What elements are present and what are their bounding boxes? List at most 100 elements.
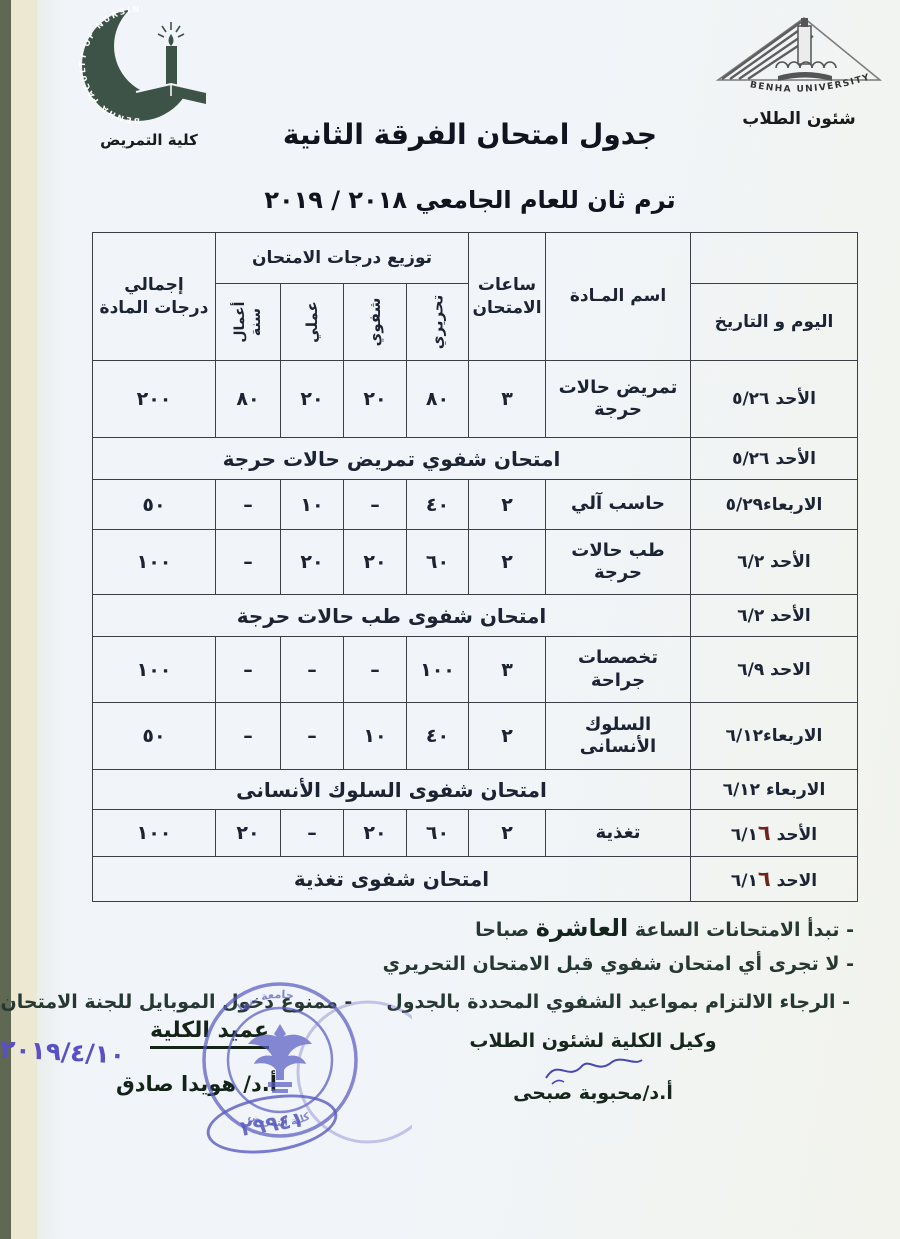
cell-oral-exam-note: امتحان شفوى طب حالات حرجة xyxy=(92,594,691,637)
cell-total: ٥٠ xyxy=(92,702,216,770)
table-row-oral-span: الاربعاء ٦/١٢ امتحان شفوى السلوك الأنسان… xyxy=(92,769,858,810)
cell-subject: السلوك الأنسانى xyxy=(545,702,691,770)
note-no-oral-before-written: - لا تجرى أي امتحان شفوي قبل الامتحان ال… xyxy=(382,953,854,975)
nursing-logo-caption: كلية التمريض xyxy=(100,131,198,149)
cell-oral: – xyxy=(343,479,407,530)
table-row-oral-span: الأحد ٥/٢٦ امتحان شفوي تمريض حالات حرجة xyxy=(92,437,858,480)
cell-written: ٨٠ xyxy=(406,360,469,438)
table-row: الاربعاء٥/٢٩ حاسب آلي ٢ ٤٠ – ١٠ – ٥٠ xyxy=(92,479,858,530)
cell-written: ٦٠ xyxy=(406,529,469,595)
table-row: الأحد ٦/١٦ تغذية ٢ ٦٠ ٢٠ – ٢٠ ١٠٠ xyxy=(92,809,858,857)
table-row-oral-span: الأحد ٦/٢ امتحان شفوى طب حالات حرجة xyxy=(92,594,858,637)
cell-hours: ٢ xyxy=(468,529,546,595)
cell-oral-exam-note: امتحان شفوي تمريض حالات حرجة xyxy=(92,437,691,480)
cell-yearwork: ٨٠ xyxy=(215,360,281,438)
page-subtitle: ترم ثان للعام الجامعي ٢٠١٨ / ٢٠١٩ xyxy=(264,186,676,214)
cell-practical: – xyxy=(280,636,344,703)
cell-written: ١٠٠ xyxy=(406,636,469,703)
table-row-oral-span: الاحد ٦/١٦ امتحان شفوى تغذية xyxy=(92,856,858,902)
nursing-faculty-logo: BENHA FACULTY OF NURSING كلية التمريض xyxy=(56,0,238,149)
cell-date: الأحد ٥/٢٦ xyxy=(690,437,858,480)
cell-date: الأحد ٥/٢٦ xyxy=(690,360,858,438)
header-practical: عملي xyxy=(280,283,344,361)
page-title: جدول امتحان الفرقة الثانية xyxy=(282,118,658,151)
cell-hours: ٣ xyxy=(468,636,546,703)
cell-oral-exam-note: امتحان شفوى السلوك الأنسانى xyxy=(92,769,691,810)
cell-hours: ٣ xyxy=(468,360,546,438)
cell-date: الاربعاء٥/٢٩ xyxy=(690,479,858,530)
cell-oral-exam-note: امتحان شفوى تغذية xyxy=(92,856,691,902)
cell-total: ١٠٠ xyxy=(92,636,216,703)
header-oral: شفوي xyxy=(343,283,407,361)
cell-subject: طب حالات حرجة xyxy=(545,529,691,595)
university-logo: BENHA UNIVERSITY شئون الطلاب xyxy=(706,10,892,129)
header-total: إجمالي درجات المادة xyxy=(92,232,216,361)
cell-subject: تمريض حالات حرجة xyxy=(545,360,691,438)
cell-subject: تغذية xyxy=(545,809,691,857)
cell-oral: ٢٠ xyxy=(343,809,407,857)
handwritten-date-correction: ٦ xyxy=(757,867,771,891)
cell-oral: – xyxy=(343,636,407,703)
cell-yearwork: – xyxy=(215,479,281,530)
cell-subject: حاسب آلي xyxy=(545,479,691,530)
header-empty-cell xyxy=(690,232,858,284)
cell-practical: – xyxy=(280,809,344,857)
cell-yearwork: ٢٠ xyxy=(215,809,281,857)
student-affairs-caption: شئون الطلاب xyxy=(742,109,856,129)
dean-name: أ.د/ هويدا صادق xyxy=(116,1072,277,1096)
note-exam-start-time: - تبدأ الامتحانات الساعة العاشرة صباحا xyxy=(475,914,854,942)
cell-date: الاربعاء ٦/١٢ xyxy=(690,769,858,810)
header-marks-distribution: توزيع درجات الامتحان xyxy=(215,232,469,284)
cell-hours: ٢ xyxy=(468,702,546,770)
cell-yearwork: – xyxy=(215,702,281,770)
vice-dean-name: أ.د/محبوبة صبحى xyxy=(513,1082,673,1104)
table-row: الأحد ٦/٢ طب حالات حرجة ٢ ٦٠ ٢٠ ٢٠ – ١٠٠ xyxy=(92,529,858,595)
cell-practical: ١٠ xyxy=(280,479,344,530)
note-oral-times-and-mobile: - الرجاء الالتزام بمواعيد الشفوي المحددة… xyxy=(0,991,850,1013)
scan-edge-fade xyxy=(37,0,67,1239)
cell-practical: – xyxy=(280,702,344,770)
cell-date: الاربعاء٦/١٢ xyxy=(690,702,858,770)
cell-date: الأحد ٦/١٦ xyxy=(690,809,858,857)
cell-date: الأحد ٦/٢ xyxy=(690,594,858,637)
cell-date: الأحد ٦/٢ xyxy=(690,529,858,595)
header-hours: ساعات الامتحان xyxy=(468,232,546,361)
table-row: الاحد ٦/٩ تخصصات جراحة ٣ ١٠٠ – – – ١٠٠ xyxy=(92,636,858,703)
vice-dean-title: وكيل الكلية لشئون الطلاب xyxy=(469,1030,717,1052)
table-row: الأحد ٥/٢٦ تمريض حالات حرجة ٣ ٨٠ ٢٠ ٢٠ ٨… xyxy=(92,360,858,438)
vice-dean-signature-icon xyxy=(545,1058,643,1085)
header-written: تحريري xyxy=(406,283,469,361)
cell-written: ٤٠ xyxy=(406,479,469,530)
vice-dean-signature-block: وكيل الكلية لشئون الطلاب أ.د/محبوبة صبحى xyxy=(468,1030,718,1104)
header-yearwork: أعمال سنة xyxy=(215,283,281,361)
cell-oral: ٢٠ xyxy=(343,529,407,595)
cell-total: ١٠٠ xyxy=(92,809,216,857)
scan-edge-cream xyxy=(11,0,37,1239)
scan-edge-dark xyxy=(0,0,11,1239)
university-pyramid-icon: BENHA UNIVERSITY xyxy=(715,17,883,95)
table-row: الاربعاء٦/١٢ السلوك الأنسانى ٢ ٤٠ ١٠ – –… xyxy=(92,702,858,770)
number-stamp: ٢٩٩٤١ xyxy=(202,1086,342,1162)
cell-total: ٥٠ xyxy=(92,479,216,530)
cell-oral: ٢٠ xyxy=(343,360,407,438)
cell-written: ٤٠ xyxy=(406,702,469,770)
cell-practical: ٢٠ xyxy=(280,529,344,595)
cell-oral: ١٠ xyxy=(343,702,407,770)
cell-practical: ٢٠ xyxy=(280,360,344,438)
cell-hours: ٢ xyxy=(468,479,546,530)
exam-schedule-table: اسم المـادة ساعات الامتحان توزيع درجات ا… xyxy=(92,232,858,902)
cell-date: الاحد ٦/١٦ xyxy=(690,856,858,902)
cell-total: ٢٠٠ xyxy=(92,360,216,438)
header-subject: اسم المـادة xyxy=(545,232,691,361)
dean-title: عميد الكلية xyxy=(150,1018,270,1049)
stamp-number: ٢٩٩٤١ xyxy=(238,1107,306,1141)
handwritten-date-correction: ٦ xyxy=(757,821,771,845)
crescent-book-candle-icon: BENHA FACULTY OF NURSING xyxy=(56,0,214,125)
cell-total: ١٠٠ xyxy=(92,529,216,595)
cell-date: الاحد ٦/٩ xyxy=(690,636,858,703)
cell-subject: تخصصات جراحة xyxy=(545,636,691,703)
header-day-date: اليوم و التاريخ xyxy=(690,283,858,361)
cell-hours: ٢ xyxy=(468,809,546,857)
cell-yearwork: – xyxy=(215,529,281,595)
